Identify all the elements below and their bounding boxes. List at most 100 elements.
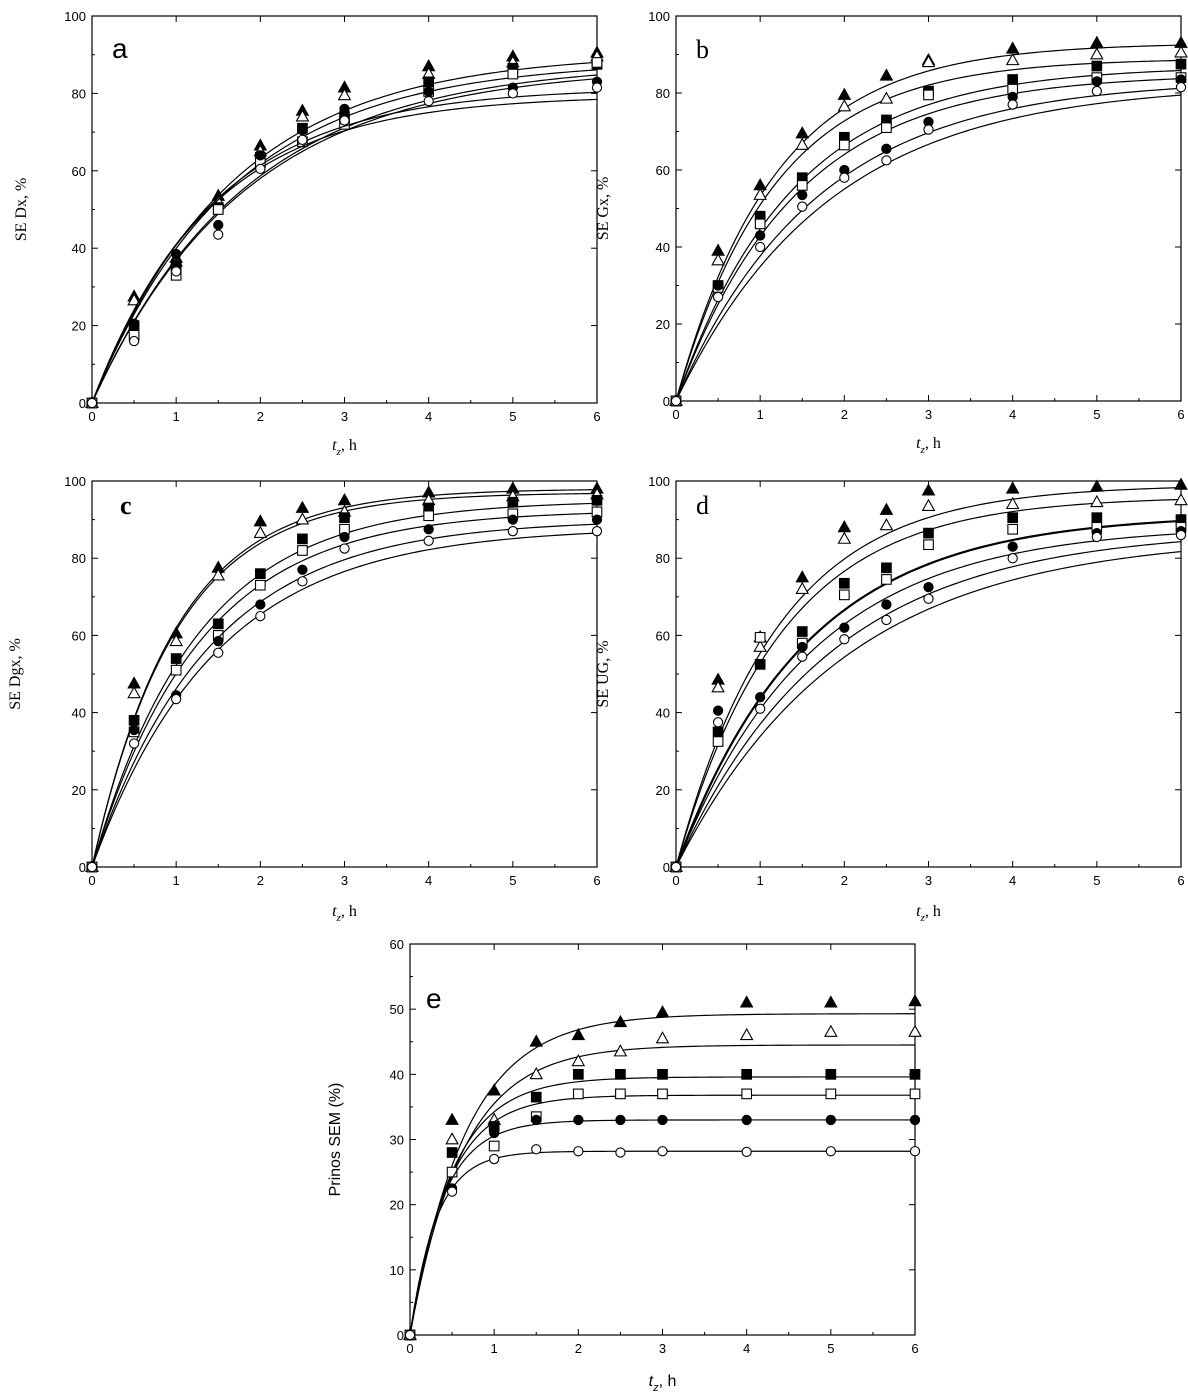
y-axis-title: SE Dx, % xyxy=(13,178,30,242)
data-point xyxy=(423,76,435,88)
data-point xyxy=(795,126,810,139)
data-point xyxy=(923,527,934,539)
data-point xyxy=(741,1068,753,1080)
data-point xyxy=(796,626,808,637)
data-point xyxy=(571,1027,586,1041)
data-point xyxy=(339,543,350,554)
data-point xyxy=(507,496,519,508)
y-tick-label: 20 xyxy=(656,317,670,332)
data-point xyxy=(1007,523,1019,535)
data-point xyxy=(711,253,725,266)
data-point xyxy=(529,1067,544,1080)
data-point xyxy=(755,241,766,253)
data-point xyxy=(712,291,724,303)
data-point xyxy=(339,115,350,126)
x-tick-label: 5 xyxy=(509,409,516,424)
data-point xyxy=(1007,99,1018,110)
y-tick-label: 100 xyxy=(64,9,86,24)
data-point xyxy=(127,293,141,306)
y-axis-title: SE UG, % xyxy=(595,640,612,707)
data-point xyxy=(297,134,308,145)
data-point xyxy=(754,218,766,230)
y-tick-label: 40 xyxy=(72,241,86,256)
data-point xyxy=(753,639,767,652)
series-circle-open xyxy=(670,82,1187,407)
data-point xyxy=(531,1144,542,1155)
y-tick-label: 40 xyxy=(656,240,670,255)
panel-label: e xyxy=(426,983,442,1014)
data-point xyxy=(837,99,852,112)
x-tick-label: 1 xyxy=(491,1341,498,1356)
data-point xyxy=(797,201,808,212)
data-point xyxy=(339,512,350,524)
data-point xyxy=(824,995,838,1008)
data-point xyxy=(837,87,852,100)
y-tick-label: 80 xyxy=(72,86,86,101)
data-point xyxy=(591,494,603,506)
y-axis-title: Prinos SEM (%) xyxy=(327,1083,344,1197)
data-point xyxy=(1091,531,1102,543)
data-point xyxy=(507,526,518,537)
data-point xyxy=(446,1147,458,1158)
data-point xyxy=(573,1114,584,1126)
data-point xyxy=(212,204,224,215)
data-point xyxy=(1005,52,1020,66)
data-point xyxy=(1091,85,1102,97)
data-point xyxy=(423,510,435,522)
data-point xyxy=(839,634,850,645)
y-tick-label: 0 xyxy=(663,394,670,409)
data-point xyxy=(339,103,350,115)
data-point xyxy=(445,1112,459,1125)
data-point xyxy=(755,703,766,714)
x-tick-label: 6 xyxy=(1177,873,1184,888)
fit-curve xyxy=(675,59,1182,402)
data-point xyxy=(824,1024,838,1037)
x-tick-label: 2 xyxy=(841,407,848,422)
data-point xyxy=(339,531,350,543)
data-point xyxy=(797,651,808,662)
data-point xyxy=(754,631,766,643)
data-point xyxy=(529,1034,544,1047)
data-point xyxy=(1007,74,1019,85)
data-point xyxy=(881,562,892,574)
y-axis-title: SE Dgx, % xyxy=(7,638,24,710)
data-point xyxy=(128,738,140,749)
data-point xyxy=(909,1068,921,1080)
data-point xyxy=(615,1147,626,1158)
data-point xyxy=(297,545,308,556)
x-tick-label: 5 xyxy=(827,1341,834,1356)
x-tick-label: 1 xyxy=(173,409,180,424)
y-tick-label: 40 xyxy=(656,706,670,721)
data-point xyxy=(591,82,603,93)
data-point xyxy=(712,736,724,747)
data-point xyxy=(923,124,934,135)
fit-curve xyxy=(91,98,598,404)
data-point xyxy=(1007,553,1018,564)
data-point xyxy=(838,589,850,601)
x-axis-title: tz, h xyxy=(916,903,941,924)
data-point xyxy=(909,1088,921,1100)
data-point xyxy=(1091,60,1103,72)
y-tick-label: 0 xyxy=(79,860,86,875)
panel-label: b xyxy=(696,35,709,64)
data-point xyxy=(879,502,894,515)
data-point xyxy=(657,1114,668,1126)
x-tick-label: 3 xyxy=(341,409,348,424)
y-tick-label: 60 xyxy=(656,628,670,643)
data-point xyxy=(295,500,310,513)
plot-frame xyxy=(91,15,598,404)
series-square-filled xyxy=(670,58,1187,407)
data-point xyxy=(657,1068,668,1080)
fit-curve xyxy=(674,519,1182,868)
x-tick-label: 2 xyxy=(257,409,264,424)
y-tick-label: 100 xyxy=(648,9,670,24)
data-point xyxy=(921,483,936,496)
y-tick-label: 40 xyxy=(72,706,86,721)
data-point xyxy=(404,1329,416,1341)
x-tick-label: 5 xyxy=(1093,407,1100,422)
y-tick-label: 20 xyxy=(72,783,86,798)
data-point xyxy=(657,1088,668,1100)
data-point xyxy=(213,229,224,240)
data-point xyxy=(921,54,936,68)
